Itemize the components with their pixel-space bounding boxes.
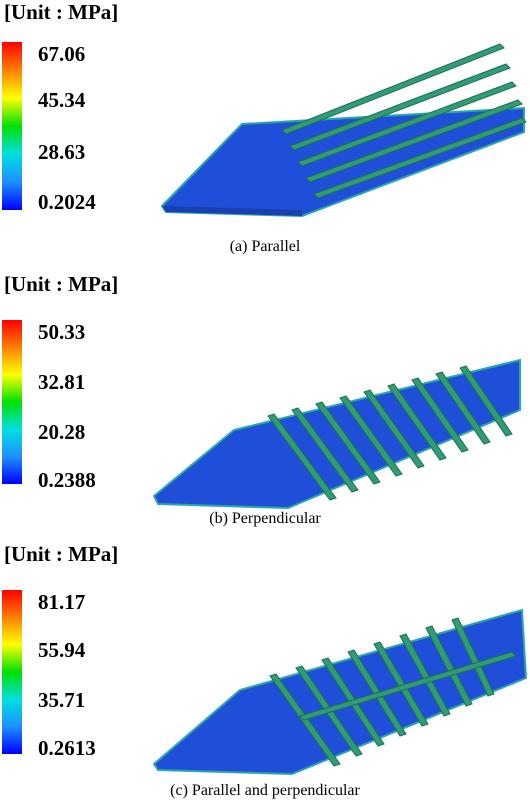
- tick-label: 28.63: [38, 140, 86, 164]
- panel-parallel: [Unit : MPa] 67.06 45.34 28.63 0.2024 (a…: [0, 0, 530, 270]
- tick-label: 55.94: [38, 638, 86, 662]
- tick-label: 20.28: [38, 420, 86, 444]
- heat-sink-model-combined: [152, 608, 528, 776]
- base-plate: [152, 358, 521, 510]
- tick-label: 0.2024: [38, 190, 96, 214]
- caption: (a) Parallel: [229, 238, 301, 255]
- colorbar: [2, 590, 22, 754]
- tick-label: 32.81: [38, 370, 86, 394]
- heat-sink-model-perpendicular: [152, 358, 521, 510]
- perpendicular-fins: [267, 365, 513, 501]
- tick-label: 0.2613: [38, 736, 96, 760]
- base-plate: [160, 106, 525, 218]
- base-plate: [152, 608, 528, 776]
- tick-label: 35.71: [38, 688, 86, 712]
- panel-perpendicular: [Unit : MPa] 50.33 32.81 20.28 0.2388 (b…: [0, 270, 530, 538]
- tick-label: 67.06: [38, 42, 86, 66]
- unit-label: [Unit : MPa]: [4, 272, 119, 296]
- tick-label: 50.33: [38, 320, 86, 344]
- colorbar: [2, 320, 22, 484]
- colorbar: [2, 42, 22, 210]
- parallel-fins: [281, 43, 527, 199]
- unit-label: [Unit : MPa]: [4, 0, 119, 24]
- caption: (b) Perpendicular: [209, 510, 321, 527]
- parallel-fin: [299, 651, 517, 721]
- tick-label: 0.2388: [38, 468, 96, 492]
- panel-parallel-and-perpendicular: [Unit : MPa] 81.17 55.94 35.71 0.2613 (c…: [0, 538, 530, 808]
- perpendicular-fins: [269, 617, 495, 767]
- tick-label: 81.17: [38, 590, 86, 614]
- heat-sink-model-parallel: [160, 43, 527, 218]
- unit-label: [Unit : MPa]: [4, 542, 119, 566]
- tick-label: 45.34: [38, 88, 86, 112]
- caption: (c) Parallel and perpendicular: [170, 782, 360, 799]
